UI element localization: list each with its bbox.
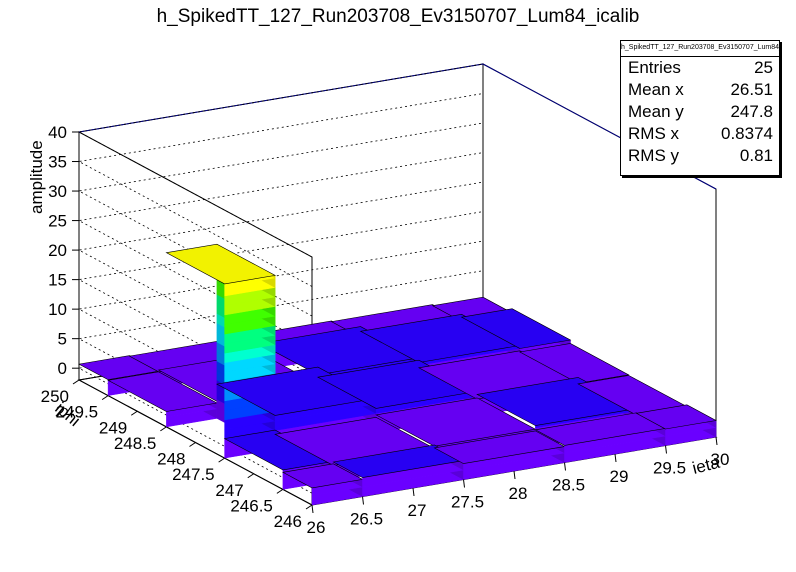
y-tick-label: 249 <box>99 418 127 437</box>
bar-top-face <box>107 371 218 412</box>
y-tick-label: 249.5 <box>56 403 99 422</box>
z-axis-label: amplitude <box>27 140 46 214</box>
x-tick-label: 27 <box>408 501 427 520</box>
stat-value: 0.8374 <box>721 124 773 143</box>
bar-top-face <box>518 343 630 384</box>
y-tick-label: 248.5 <box>114 434 157 453</box>
y-tick-mark <box>218 457 225 463</box>
y-tick-mark <box>101 395 109 401</box>
stat-value: 25 <box>754 58 773 77</box>
lego-bar <box>534 412 667 463</box>
bar-top-face <box>78 355 160 381</box>
x-tick-mark <box>463 479 465 488</box>
y-tick-mark <box>276 488 284 494</box>
bar-top-face <box>165 243 277 285</box>
x-tick-mark <box>362 496 364 505</box>
z-gridline <box>77 63 484 258</box>
y-tick-label: 246.5 <box>230 496 273 515</box>
z-gridline <box>77 93 484 287</box>
stat-row-mean-x: Mean x 26.51 <box>621 79 779 101</box>
y-tick-mark <box>72 379 80 385</box>
z-tick-label: 10 <box>48 300 67 319</box>
stats-box: h_SpikedTT_127_Run203708_Ev3150707_Lum84… <box>620 40 780 176</box>
y-tick-mark <box>130 410 138 416</box>
z-tick-label: 30 <box>48 182 67 201</box>
y-tick-label: 250 <box>41 387 69 406</box>
stat-row-mean-y: Mean y 247.8 <box>621 101 779 123</box>
x-tick-label: 29.5 <box>653 459 686 478</box>
x-tick-mark <box>614 453 617 463</box>
x-tick-label: 28.5 <box>552 476 585 495</box>
z-tick-label: 0 <box>58 359 67 378</box>
bar-top-face <box>534 412 667 446</box>
x-tick-label: 30 <box>711 450 730 469</box>
lego-bar <box>107 371 218 428</box>
x-tick-mark <box>412 487 415 497</box>
plot-title: h_SpikedTT_127_Run203708_Ev3150707_Lum84… <box>156 6 640 27</box>
x-tick-mark <box>311 504 314 514</box>
x-tick-label: 26.5 <box>350 510 383 529</box>
x-tick-label: 29 <box>610 467 629 486</box>
x-tick-label: 27.5 <box>451 493 484 512</box>
bar-top-face <box>635 404 717 430</box>
y-tick-mark <box>189 442 196 447</box>
stat-row-entries: Entries 25 <box>621 57 779 79</box>
stat-label: Mean y <box>628 102 684 121</box>
bar-top-face <box>375 397 537 447</box>
stat-label: RMS y <box>628 146 679 165</box>
stat-label: RMS x <box>628 124 679 143</box>
y-tick-label: 247.5 <box>172 465 215 484</box>
z-tick-label: 20 <box>48 241 67 260</box>
z-tick-label: 40 <box>48 123 67 142</box>
stats-title: h_SpikedTT_127_Run203708_Ev3150707_Lum84… <box>621 41 779 57</box>
stat-label: Entries <box>628 58 681 77</box>
y-tick-label: 246 <box>274 512 302 531</box>
y-tick-mark <box>247 473 255 479</box>
y-tick-mark <box>305 504 313 510</box>
stat-row-rms-x: RMS x 0.8374 <box>621 123 779 145</box>
stat-value: 26.51 <box>730 80 773 99</box>
lego-bar <box>332 444 465 497</box>
z-tick-label: 25 <box>48 212 67 231</box>
x-tick-mark <box>665 445 667 454</box>
x-tick-mark <box>564 462 566 471</box>
x-tick-mark <box>715 436 718 446</box>
z-tick-label: 15 <box>48 271 67 290</box>
bar-top-face <box>281 463 364 489</box>
x-tick-label: 28 <box>509 484 528 503</box>
stat-row-rms-y: RMS y 0.81 <box>621 145 779 167</box>
axis-ticks: 26 26.5 27 27.5 28 28.5 29 29.5 30 246246.5247247… <box>41 123 730 537</box>
x-tick-label: 26 <box>307 518 326 537</box>
lego-bar <box>281 463 364 506</box>
y-tick-label: 248 <box>157 450 185 469</box>
stat-value: 247.8 <box>730 102 773 121</box>
z-tick-label: 35 <box>48 153 67 172</box>
bar-top-face <box>332 444 465 478</box>
lego-bars <box>78 243 717 506</box>
y-tick-mark <box>160 426 167 432</box>
stat-value: 0.81 <box>739 146 773 165</box>
bar-top-face <box>460 308 572 349</box>
lego-bar <box>635 404 717 446</box>
stat-label: Mean x <box>628 80 684 99</box>
z-gridline <box>77 122 484 317</box>
y-tick-label: 247 <box>215 481 243 500</box>
x-axis-label: ieta <box>690 453 722 478</box>
z-tick-label: 5 <box>58 330 67 349</box>
x-tick-mark <box>513 470 516 480</box>
bar-top-face <box>223 429 335 471</box>
bar-top-face <box>433 430 566 464</box>
